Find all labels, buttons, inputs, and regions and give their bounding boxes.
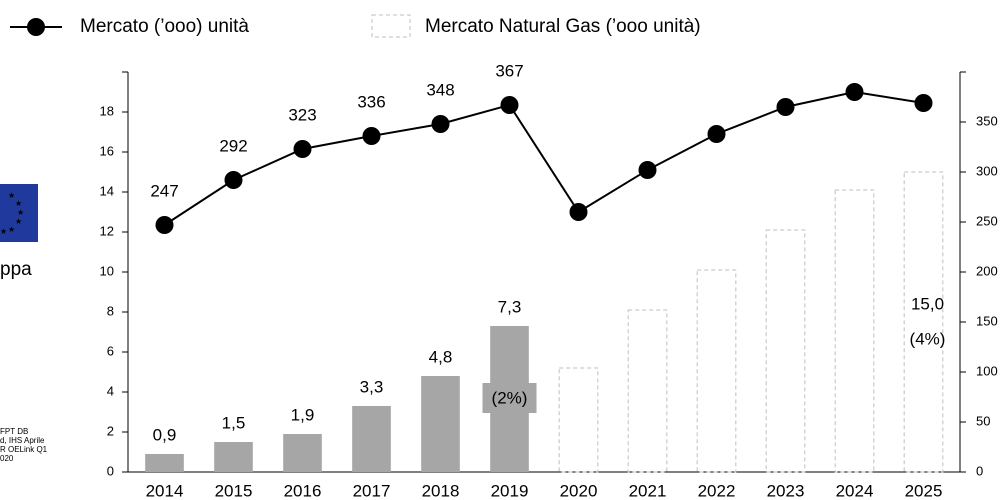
x-tick-label: 2018	[422, 481, 460, 500]
y-tick-label: 14	[100, 183, 114, 198]
y2-tick-label: 150	[976, 313, 998, 328]
x-tick-label: 2019	[491, 481, 529, 500]
x-tick-label: 2023	[767, 481, 805, 500]
line-point	[776, 98, 795, 116]
y2-tick-label: 100	[976, 363, 998, 378]
bar-value-label: 1,9	[291, 405, 315, 424]
bar-value-label: 0,9	[153, 425, 177, 444]
x-tick-label: 2024	[836, 481, 874, 500]
svg-text:★: ★	[0, 227, 7, 236]
line-value-label: 247	[150, 181, 178, 200]
y2-tick-label: 300	[976, 163, 998, 178]
line-point	[362, 127, 381, 145]
line-value-label: 367	[495, 61, 523, 80]
source-text: 020	[0, 454, 14, 463]
region-label: ppa	[0, 259, 32, 280]
bar-value-label: 3,3	[360, 377, 384, 396]
line-point	[224, 171, 243, 189]
line-point	[293, 140, 312, 158]
y2-tick-label: 50	[976, 413, 990, 428]
source-text: d, IHS Aprile	[0, 436, 45, 445]
svg-text:★: ★	[8, 191, 15, 200]
x-tick-label: 2022	[698, 481, 736, 500]
y-tick-label: 10	[100, 263, 114, 278]
line-point	[638, 161, 657, 179]
line-point	[431, 115, 450, 133]
y-tick-label: 8	[107, 303, 114, 318]
bar	[627, 309, 668, 473]
x-tick-label: 2014	[146, 481, 184, 500]
line-point	[914, 94, 933, 112]
line-point	[845, 83, 864, 101]
bar	[352, 406, 391, 472]
y-tick-label: 2	[107, 423, 114, 438]
x-tick-label: 2016	[284, 481, 322, 500]
legend-swatch	[371, 14, 411, 38]
line-point	[155, 216, 174, 234]
bar-value-label: 7,3	[498, 297, 522, 316]
line-value-label: 323	[288, 105, 316, 124]
bar	[834, 189, 875, 473]
x-tick-label: 2015	[215, 481, 253, 500]
legend-marker	[27, 18, 45, 36]
svg-text:★: ★	[15, 217, 22, 226]
annotation: (4%)	[910, 329, 946, 348]
source-text: FPT DB	[0, 427, 28, 436]
bar	[214, 442, 253, 472]
y-tick-label: 16	[100, 143, 114, 158]
y-tick-label: 12	[100, 223, 114, 238]
svg-text:★: ★	[15, 199, 22, 208]
x-tick-label: 2020	[560, 481, 598, 500]
legend-label: Mercato Natural Gas (’ooo unità)	[425, 16, 701, 37]
line-value-label: 348	[426, 80, 454, 99]
annotation-box	[482, 383, 537, 413]
y2-tick-label: 250	[976, 213, 998, 228]
x-tick-label: 2021	[629, 481, 667, 500]
bar-value-label: 4,8	[429, 347, 453, 366]
y-tick-label: 6	[107, 343, 114, 358]
bar-value-label: 1,5	[222, 413, 246, 432]
x-tick-label: 2025	[905, 481, 943, 500]
annotation: (2%)	[492, 388, 528, 407]
legend-label: Mercato (’ooo) unità	[80, 16, 249, 37]
svg-text:★: ★	[8, 225, 15, 234]
svg-text:★: ★	[17, 208, 24, 217]
line-point	[500, 96, 519, 114]
y-tick-label: 4	[107, 383, 114, 398]
bar	[558, 367, 599, 473]
bar	[421, 376, 460, 472]
line-value-label: 336	[357, 92, 385, 111]
line-value-label: 292	[219, 136, 247, 155]
line-point	[569, 203, 588, 221]
y2-tick-label: 200	[976, 263, 998, 278]
bar-value-label: 15,0	[911, 294, 944, 313]
bar	[145, 454, 184, 472]
line-point	[707, 125, 726, 143]
bar	[696, 269, 737, 473]
bar	[765, 229, 806, 473]
x-tick-label: 2017	[353, 481, 391, 500]
y2-tick-label: 350	[976, 113, 998, 128]
source-text: R OELink Q1	[0, 445, 48, 454]
y2-tick-label: 0	[976, 463, 983, 478]
y-tick-label: 18	[100, 103, 114, 118]
bar	[283, 434, 322, 472]
line	[163, 90, 924, 226]
eu-flag: ★★★★★★	[0, 184, 38, 242]
bar	[903, 171, 944, 473]
y-tick-label: 0	[107, 463, 114, 478]
